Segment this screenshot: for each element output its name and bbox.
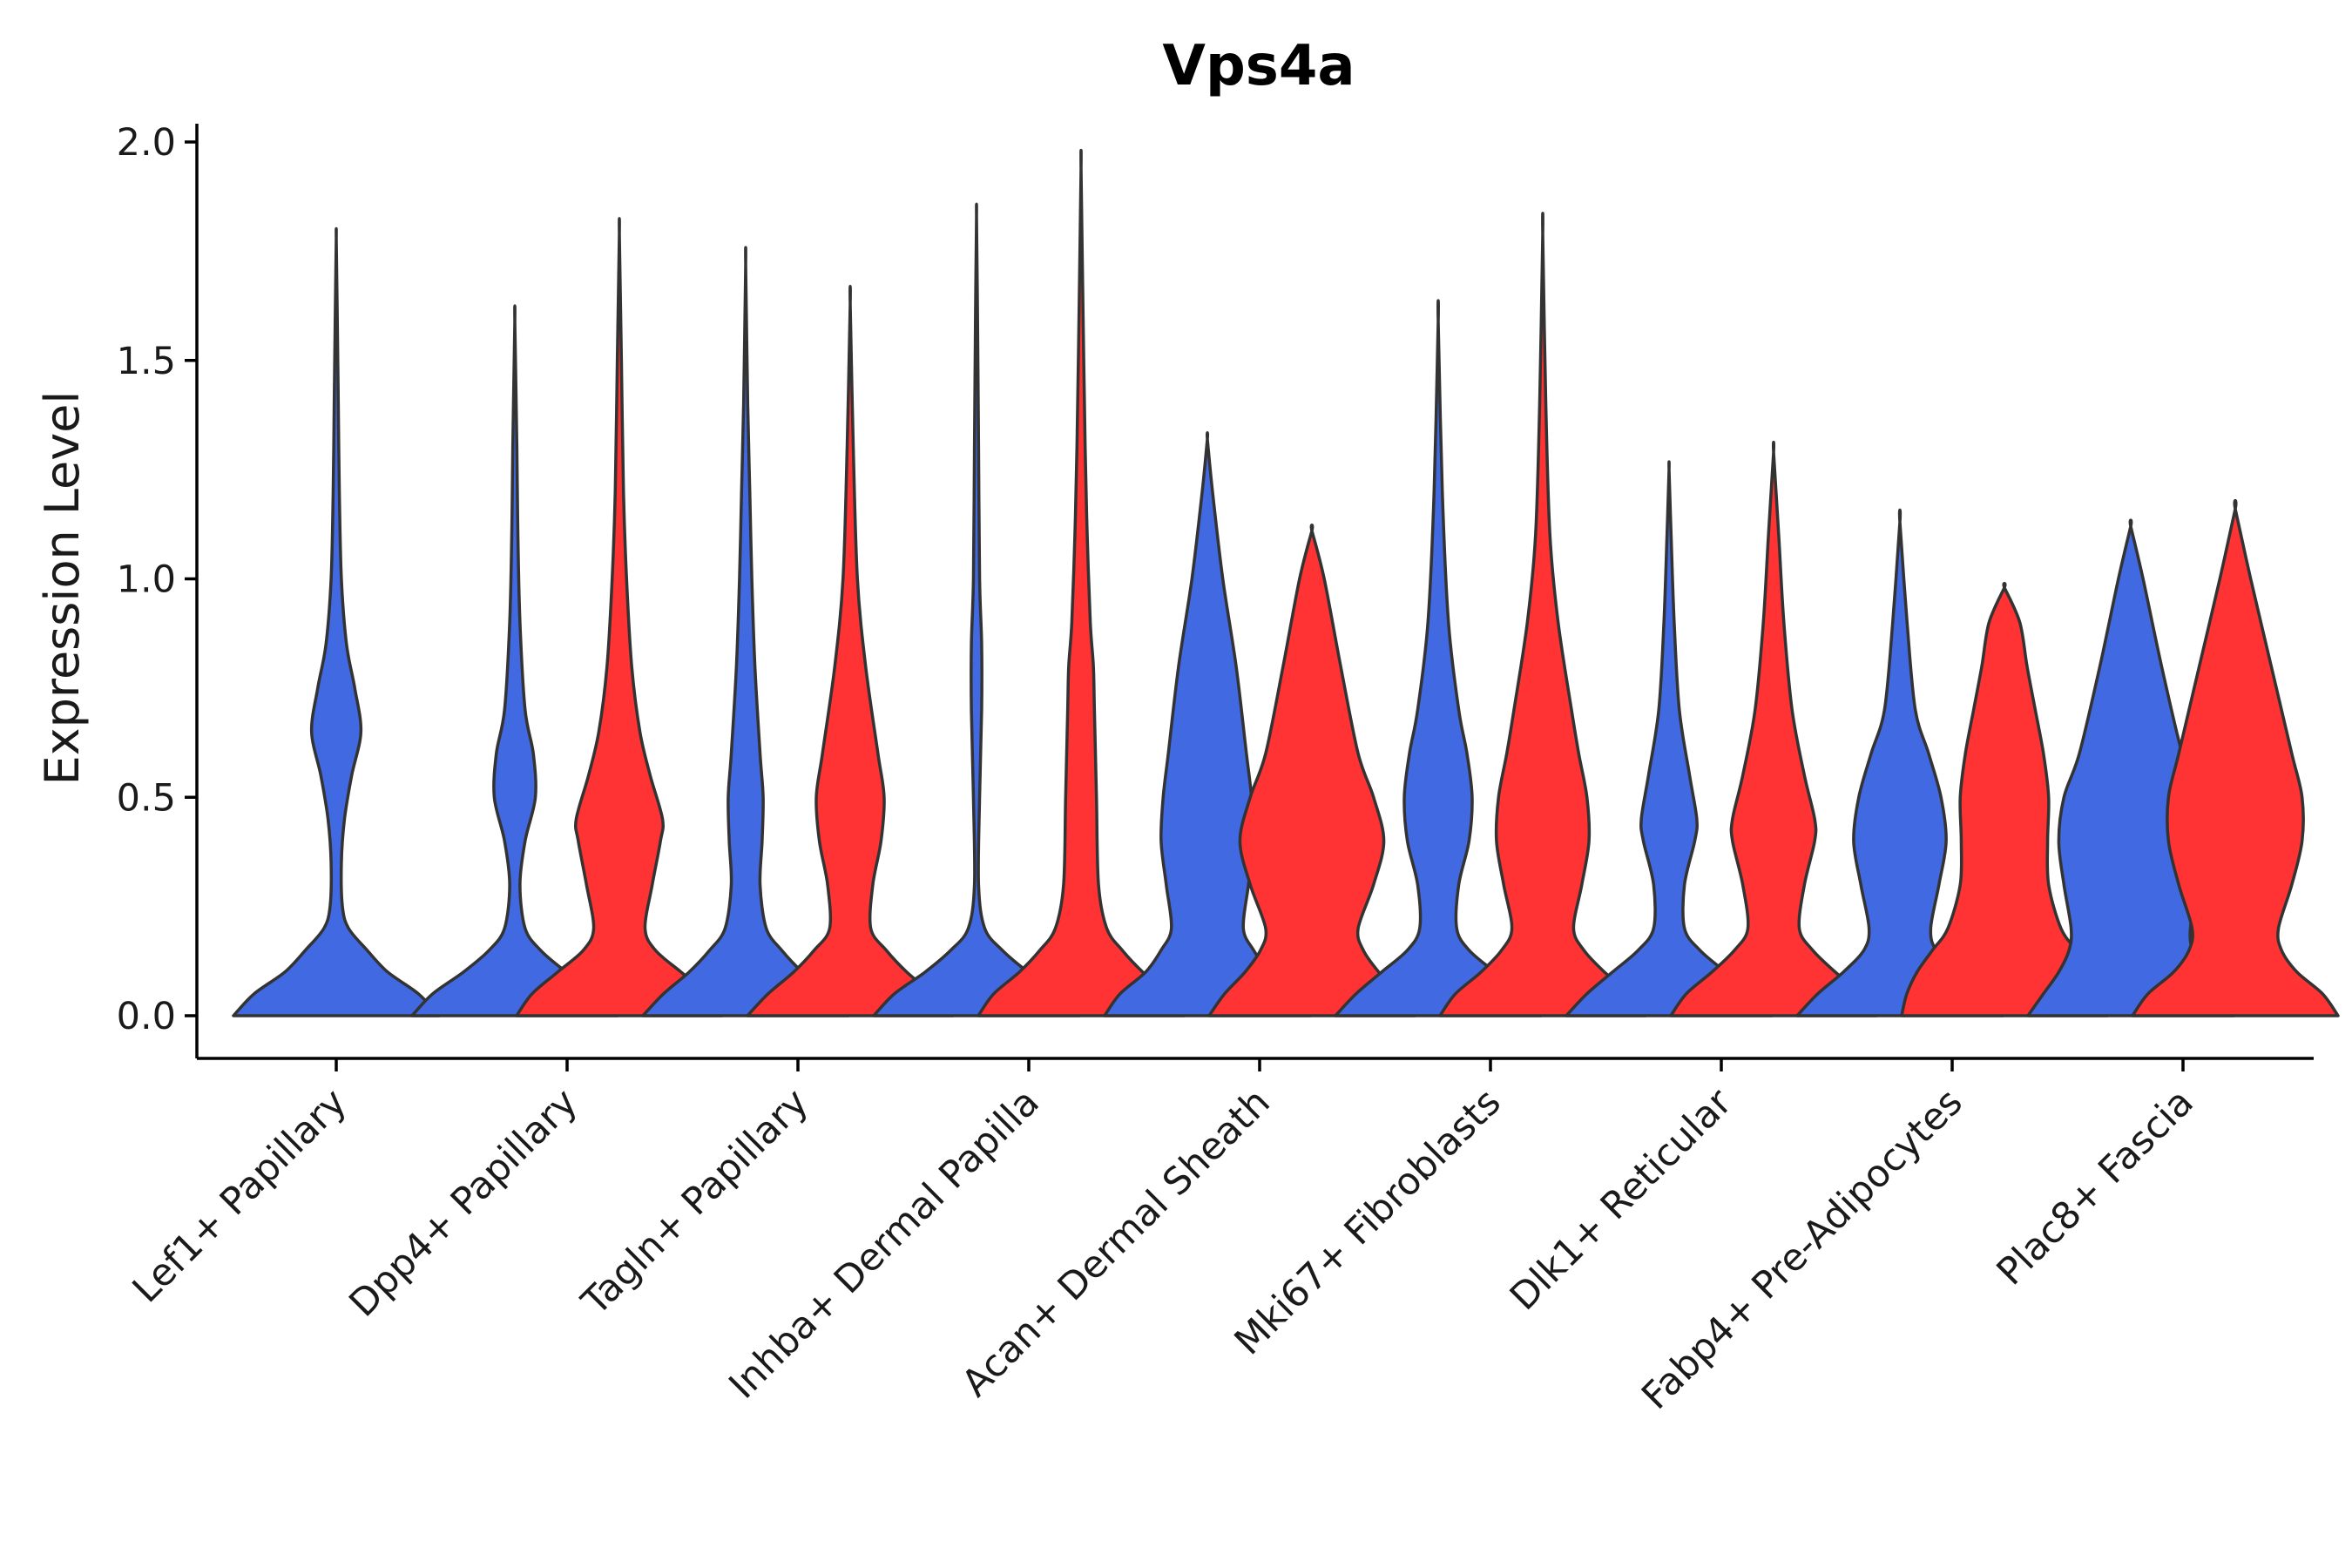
- violin-group-1-4: [872, 202, 1081, 1017]
- violin-group-2-5: [1207, 523, 1416, 1017]
- violin-group: [232, 148, 2340, 1017]
- y-tick-label: 1.5: [117, 340, 176, 383]
- y-tick-label: 1.0: [117, 558, 176, 602]
- x-tick-label: Plac8+ Fascia: [1989, 1080, 2202, 1294]
- violin-group-2-2: [515, 217, 724, 1017]
- violin-group-1-3: [641, 246, 850, 1017]
- y-tick-label: 0.0: [117, 995, 176, 1038]
- y-tick-label: 2.0: [117, 121, 176, 165]
- x-tick-label: Dlk1+ Reticular: [1502, 1080, 1740, 1319]
- violin-group-1-2: [410, 304, 619, 1017]
- x-tick-label: Tagln+ Papillary: [573, 1080, 817, 1324]
- chart-title: Vps4a: [1162, 34, 1355, 98]
- violin-group-2-8: [1900, 581, 2109, 1017]
- violin-group-1-8: [1795, 508, 2004, 1017]
- violin-group-2-3: [746, 284, 955, 1017]
- y-axis: 0.0 0.5 1.0 1.5 2.0: [117, 121, 199, 1058]
- x-tick-label: Dpp4+ Papillary: [341, 1080, 586, 1325]
- y-axis-title: Expression Level: [35, 391, 90, 786]
- violin-group-1-1: [232, 226, 441, 1017]
- y-tick-label: 0.5: [117, 776, 176, 820]
- violin-group-2-4: [977, 148, 1186, 1017]
- violin-group-1-6: [1334, 299, 1543, 1017]
- x-tick-label: Lef1+ Papillary: [125, 1080, 355, 1311]
- x-tick-label: Mki67+ Fibroblasts: [1227, 1080, 1510, 1363]
- violin-group-2-9: [2131, 498, 2340, 1017]
- violin-group-1-7: [1565, 460, 1774, 1017]
- violin-group-1-5: [1103, 431, 1312, 1017]
- violin-group-2-7: [1669, 440, 1878, 1017]
- violin-group-2-6: [1438, 212, 1647, 1017]
